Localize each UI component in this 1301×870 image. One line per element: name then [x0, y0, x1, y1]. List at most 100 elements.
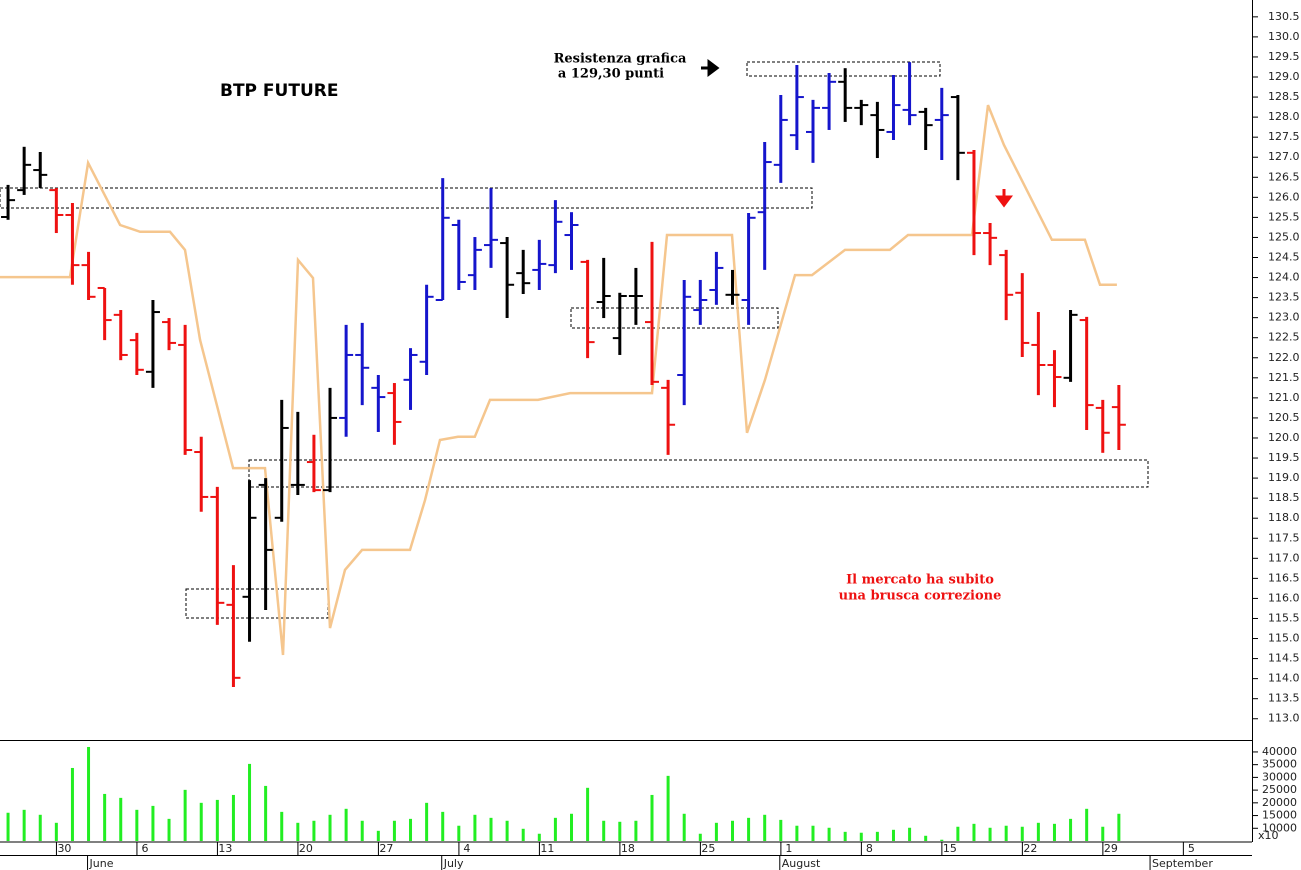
y-tick-label: 116.0: [1268, 591, 1300, 604]
volume-bar: [328, 814, 332, 841]
volume-bar: [70, 767, 74, 841]
volume-bar: [940, 839, 944, 841]
volume-bar: [924, 835, 928, 841]
volume-bar: [827, 827, 831, 841]
zone: [570, 307, 779, 329]
x-tick-label: 22: [1023, 842, 1037, 855]
y-tick-label: 129.5: [1268, 50, 1300, 63]
zone: [248, 459, 1149, 488]
y-tick-label: 121.5: [1268, 371, 1300, 384]
y-tick-label: 115.0: [1268, 632, 1300, 645]
volume-bar: [1117, 813, 1121, 841]
x-tick-label: 29: [1104, 842, 1118, 855]
y-tick-label: 116.5: [1268, 571, 1300, 584]
x-tick-label: 8: [866, 842, 873, 855]
y-tick-label: 124.0: [1268, 271, 1300, 284]
y-tick-label: 118.0: [1268, 511, 1300, 524]
volume-bar: [167, 818, 171, 841]
volume-bar: [811, 825, 815, 841]
volume-bar: [779, 819, 783, 841]
x-tick-label: 27: [379, 842, 393, 855]
x-tick-label: 11: [540, 842, 554, 855]
y-tick-label: 126.0: [1268, 190, 1300, 203]
y-tick-label: 125.5: [1268, 210, 1300, 223]
volume-bar: [698, 833, 702, 841]
x-tick-label: 5: [1188, 842, 1195, 855]
volume-bar: [248, 763, 252, 841]
volume-bar: [747, 817, 751, 841]
volume-bar: [183, 789, 187, 841]
y-tick-label: 35000: [1262, 758, 1297, 771]
unit-label: x10: [1258, 829, 1279, 842]
x-tick-label: 13: [218, 842, 232, 855]
y-tick-label: 40000: [1262, 745, 1297, 758]
zone: [746, 61, 941, 77]
volume-bar: [441, 811, 445, 841]
volume-bar: [360, 820, 364, 841]
annotation: a 129,30 punti: [558, 67, 664, 82]
volume-bar: [505, 820, 509, 841]
y-tick-label: 113.0: [1268, 712, 1300, 725]
volume-bar: [795, 825, 799, 841]
volume-bar: [891, 829, 895, 841]
volume-bar: [296, 822, 300, 841]
y-tick-label: 126.5: [1268, 170, 1300, 183]
zone: [0, 187, 813, 209]
volume-bar: [376, 830, 380, 841]
y-tick-label: 120.0: [1268, 431, 1300, 444]
y-tick-label: 128.0: [1268, 110, 1300, 123]
volume-bar: [908, 827, 912, 841]
month-label: June: [89, 857, 114, 870]
x-tick-label: 18: [621, 842, 635, 855]
month-label: September: [1152, 857, 1213, 870]
y-tick-label: 114.5: [1268, 652, 1300, 665]
y-tick-label: 130.0: [1268, 30, 1300, 43]
volume-bar: [280, 811, 284, 841]
y-tick-label: 114.0: [1268, 672, 1300, 685]
volume-bar: [1004, 825, 1008, 841]
dashed-zones: [0, 61, 1149, 619]
volume-bar: [6, 812, 10, 841]
annotation: Il mercato ha subito: [846, 573, 994, 588]
y-tick-label: 123.0: [1268, 311, 1300, 324]
y-tick-label: 122.0: [1268, 351, 1300, 364]
y-tick-label: 15000: [1262, 809, 1297, 822]
volume-bar: [602, 820, 606, 841]
volume-bar: [103, 793, 107, 841]
volume-bar: [956, 826, 960, 841]
y-tick-label: 118.5: [1268, 491, 1300, 504]
volume-bar: [988, 827, 992, 841]
volume-bar: [264, 785, 268, 841]
volume-bar: [730, 820, 734, 841]
x-tick-label: 15: [943, 842, 957, 855]
volume-bar: [54, 822, 58, 841]
volume-bar: [425, 802, 429, 841]
x-tick-label: 6: [141, 842, 148, 855]
volume-bar: [215, 799, 219, 841]
y-tick-label: 122.5: [1268, 331, 1300, 344]
y-tick-label: 117.0: [1268, 551, 1300, 564]
x-tick-label: 4: [463, 842, 470, 855]
y-tick-label: 119.5: [1268, 451, 1300, 464]
volume-bar: [119, 797, 123, 841]
y-tick-label: 10000: [1262, 821, 1297, 834]
volume-bar: [875, 831, 879, 841]
y-tick-label: 128.5: [1268, 90, 1300, 103]
volume-bar: [714, 822, 718, 841]
y-tick-label: 120.5: [1268, 411, 1300, 424]
volume-bar: [473, 814, 477, 841]
volume-bar: [344, 808, 348, 841]
y-tick-label: 119.0: [1268, 471, 1300, 484]
volume-bar: [1069, 818, 1073, 841]
y-tick-label: 127.0: [1268, 150, 1300, 163]
volume-bar: [312, 820, 316, 841]
volume-bar: [135, 809, 139, 841]
y-tick-label: 30000: [1262, 770, 1297, 783]
volume-bar: [1101, 826, 1105, 841]
volume-bar: [972, 823, 976, 841]
volume-bar: [666, 775, 670, 841]
volume-bar: [199, 802, 203, 841]
y-tick-label: 20000: [1262, 796, 1297, 809]
volume-bar: [1036, 822, 1040, 841]
y-tick-label: 113.5: [1268, 692, 1300, 705]
